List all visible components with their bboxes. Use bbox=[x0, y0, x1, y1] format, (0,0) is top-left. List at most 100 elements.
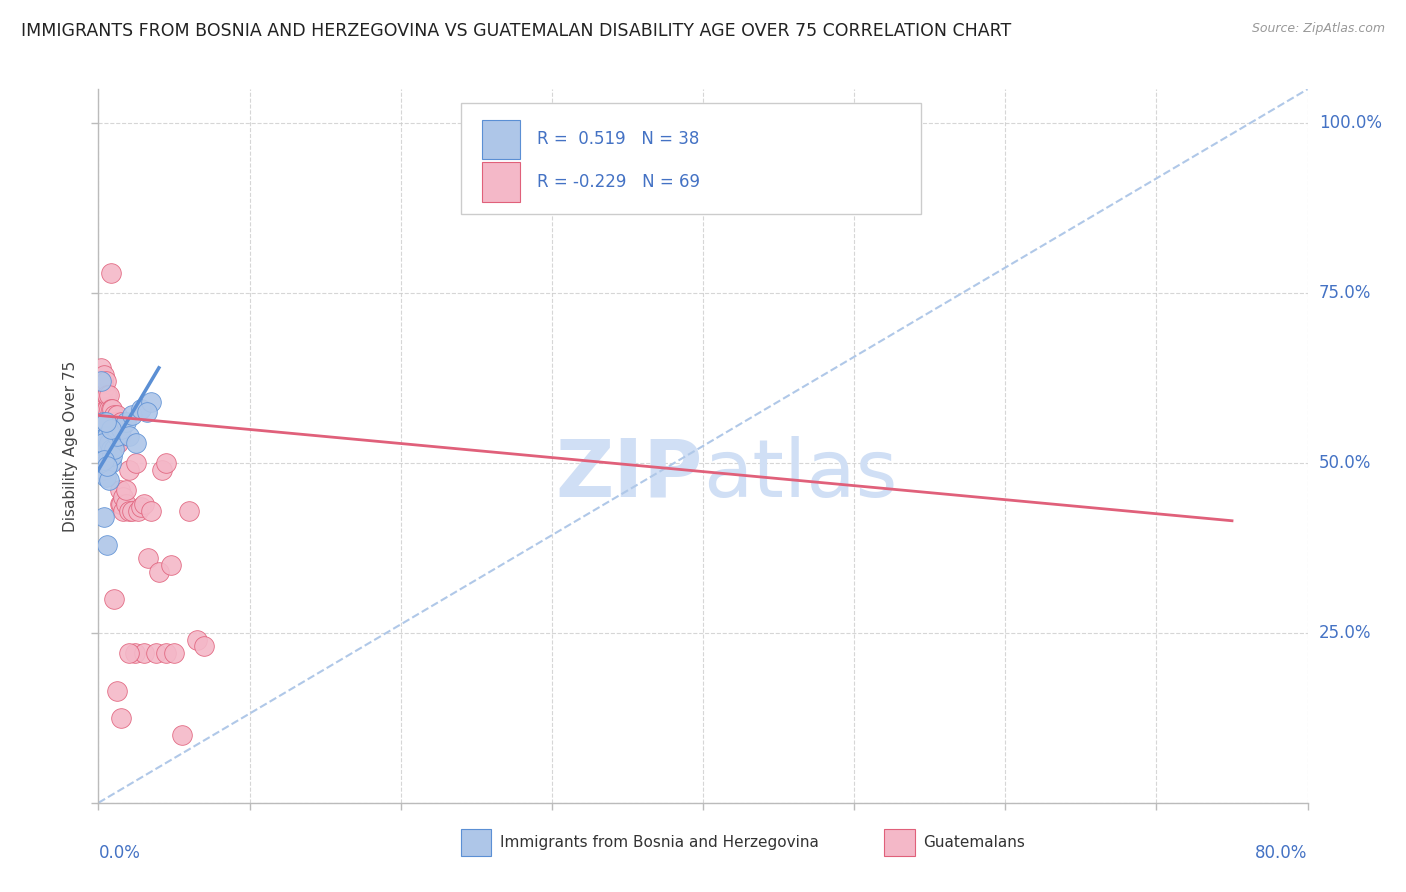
Point bbox=[121, 503, 143, 517]
Point bbox=[101, 415, 124, 429]
Point bbox=[93, 368, 115, 382]
Point bbox=[110, 497, 132, 511]
Text: ZIP: ZIP bbox=[555, 435, 703, 514]
Point bbox=[170, 728, 193, 742]
Point bbox=[96, 459, 118, 474]
Point bbox=[96, 388, 118, 402]
Text: 50.0%: 50.0% bbox=[1319, 454, 1371, 472]
Point bbox=[127, 503, 149, 517]
Point bbox=[91, 429, 114, 443]
Text: 75.0%: 75.0% bbox=[1319, 284, 1371, 302]
Text: Guatemalans: Guatemalans bbox=[924, 835, 1025, 849]
Point bbox=[94, 401, 117, 416]
Point bbox=[114, 497, 136, 511]
Text: Immigrants from Bosnia and Herzegovina: Immigrants from Bosnia and Herzegovina bbox=[501, 835, 818, 849]
Point bbox=[121, 409, 143, 423]
Point bbox=[94, 429, 117, 443]
Point bbox=[125, 456, 148, 470]
Point bbox=[103, 591, 125, 606]
Point bbox=[111, 490, 134, 504]
Point bbox=[108, 497, 131, 511]
Point bbox=[145, 646, 167, 660]
Point bbox=[155, 456, 177, 470]
Point bbox=[104, 415, 127, 429]
Point bbox=[101, 449, 124, 463]
Point bbox=[186, 632, 208, 647]
Point bbox=[100, 266, 122, 280]
Point bbox=[94, 375, 117, 389]
Bar bbox=[482, 162, 520, 202]
Text: 100.0%: 100.0% bbox=[1319, 114, 1382, 132]
Bar bbox=[482, 120, 520, 159]
Point bbox=[94, 429, 117, 443]
Point bbox=[103, 409, 125, 423]
Point bbox=[132, 646, 155, 660]
Point bbox=[118, 503, 141, 517]
Point bbox=[96, 401, 118, 416]
Point bbox=[90, 375, 112, 389]
Point bbox=[114, 483, 136, 498]
Point bbox=[91, 435, 114, 450]
Text: R =  0.519   N = 38: R = 0.519 N = 38 bbox=[537, 130, 700, 148]
Point bbox=[93, 463, 115, 477]
Point bbox=[98, 401, 121, 416]
Point bbox=[98, 415, 121, 429]
Point bbox=[110, 422, 132, 436]
Point bbox=[94, 469, 117, 483]
Point bbox=[105, 435, 128, 450]
Point bbox=[93, 510, 115, 524]
Point bbox=[98, 442, 121, 457]
Point bbox=[110, 429, 132, 443]
Point bbox=[94, 442, 117, 457]
Text: Source: ZipAtlas.com: Source: ZipAtlas.com bbox=[1251, 22, 1385, 36]
Point bbox=[91, 456, 114, 470]
Point bbox=[103, 422, 125, 436]
Text: IMMIGRANTS FROM BOSNIA AND HERZEGOVINA VS GUATEMALAN DISABILITY AGE OVER 75 CORR: IMMIGRANTS FROM BOSNIA AND HERZEGOVINA V… bbox=[21, 22, 1011, 40]
Point bbox=[101, 429, 124, 443]
Point bbox=[98, 435, 121, 450]
Point bbox=[100, 415, 122, 429]
Point bbox=[105, 409, 128, 423]
Point bbox=[100, 401, 122, 416]
Point bbox=[98, 388, 121, 402]
Point bbox=[103, 442, 125, 457]
Point bbox=[93, 452, 115, 467]
Point bbox=[94, 456, 117, 470]
Point bbox=[111, 503, 134, 517]
Point bbox=[150, 463, 173, 477]
Point bbox=[141, 394, 163, 409]
Point bbox=[96, 456, 118, 470]
Point bbox=[93, 449, 115, 463]
Point bbox=[96, 537, 118, 551]
Point bbox=[94, 415, 117, 429]
Bar bbox=[461, 830, 492, 856]
Point bbox=[96, 442, 118, 457]
Point bbox=[129, 500, 152, 515]
Point bbox=[110, 415, 132, 429]
Point bbox=[98, 449, 121, 463]
Point bbox=[91, 442, 114, 457]
Point bbox=[100, 422, 122, 436]
Point bbox=[90, 360, 112, 375]
Point bbox=[90, 375, 112, 389]
Point bbox=[104, 429, 127, 443]
Point bbox=[118, 429, 141, 443]
Point bbox=[94, 388, 117, 402]
Point bbox=[105, 422, 128, 436]
Point bbox=[93, 381, 115, 395]
Point bbox=[105, 683, 128, 698]
Point bbox=[107, 422, 129, 436]
Point bbox=[100, 456, 122, 470]
Point bbox=[155, 646, 177, 660]
FancyBboxPatch shape bbox=[461, 103, 921, 214]
Point bbox=[177, 503, 201, 517]
Point bbox=[118, 463, 141, 477]
Bar bbox=[884, 830, 915, 856]
Point bbox=[125, 435, 148, 450]
Point bbox=[193, 640, 215, 654]
Y-axis label: Disability Age Over 75: Disability Age Over 75 bbox=[63, 360, 79, 532]
Text: 80.0%: 80.0% bbox=[1256, 845, 1308, 863]
Point bbox=[118, 646, 141, 660]
Point bbox=[107, 435, 129, 450]
Text: 0.0%: 0.0% bbox=[98, 845, 141, 863]
